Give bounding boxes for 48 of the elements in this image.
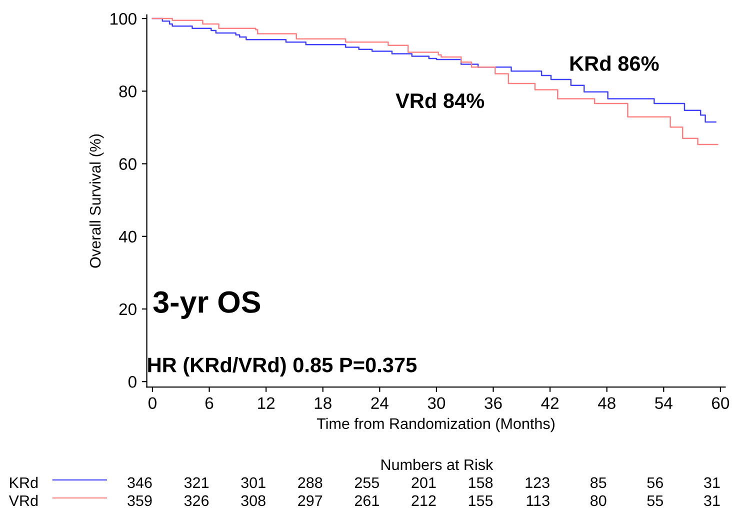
x-tick-label: 6 [205, 397, 214, 410]
text: Numbers at Risk [382, 458, 494, 470]
text: 85 [590, 477, 606, 488]
text: 155 [468, 495, 493, 506]
y-tick-label: 0 [128, 376, 136, 388]
text: 123 [526, 477, 550, 488]
x-tick-label: 12 [258, 397, 275, 409]
y-tick-label: 40 [118, 230, 136, 243]
annotation: 3-yr OS [153, 291, 260, 319]
text: 56 [647, 477, 663, 488]
legend-label: VRd [8, 494, 38, 506]
y-tick-label: 80 [119, 86, 136, 98]
y-axis-title: Overall Survival (%) [89, 134, 104, 268]
text: 359 [128, 495, 152, 506]
y-tick-label: 60 [119, 158, 136, 170]
text: 158 [468, 477, 493, 488]
y-tick-label: 100 [110, 12, 136, 25]
text: 261 [354, 495, 379, 506]
text: 346 [128, 477, 152, 488]
x-tick-label: 36 [484, 397, 502, 410]
text: 321 [184, 477, 209, 488]
annotation: KRd 86% [570, 56, 659, 71]
text: 55 [647, 495, 664, 506]
text: 212 [412, 495, 436, 506]
x-tick-label: 48 [598, 397, 616, 410]
text: 31 [704, 495, 720, 506]
text: 326 [184, 495, 209, 506]
x-tick-label: 18 [314, 397, 332, 410]
legend-label: KRd [10, 476, 38, 488]
text: 308 [241, 495, 266, 506]
annotation: VRd 84% [396, 92, 484, 108]
text: 201 [412, 477, 436, 488]
y-tick-label: 20 [119, 303, 136, 316]
x-tick-label: 54 [655, 397, 672, 410]
x-axis-title: Time from Randomization (Months) [316, 418, 554, 432]
text: 80 [590, 495, 606, 506]
text: 297 [298, 495, 322, 506]
text: 31 [704, 477, 720, 488]
text: 113 [526, 495, 550, 506]
text: 288 [298, 477, 322, 488]
x-tick-label: 0 [148, 397, 156, 410]
x-tick-label: 60 [712, 397, 730, 410]
text: 255 [354, 477, 380, 488]
annotation: HR (KRd/VRd) 0.85 P=0.375 [148, 357, 417, 376]
x-tick-label: 30 [428, 397, 446, 410]
x-tick-label: 24 [371, 397, 388, 409]
x-tick-label: 42 [541, 397, 558, 409]
text: 301 [241, 477, 266, 488]
